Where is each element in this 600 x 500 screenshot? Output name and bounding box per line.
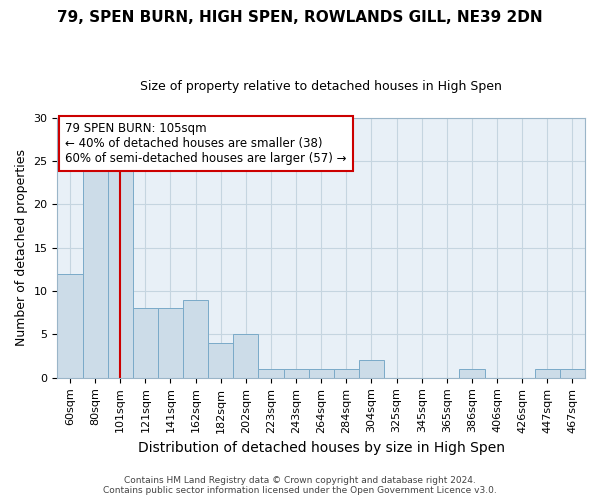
Title: Size of property relative to detached houses in High Spen: Size of property relative to detached ho… — [140, 80, 502, 93]
Y-axis label: Number of detached properties: Number of detached properties — [15, 150, 28, 346]
Bar — [133, 308, 158, 378]
Bar — [58, 274, 83, 378]
Bar — [233, 334, 259, 378]
Bar — [560, 369, 585, 378]
Bar — [158, 308, 183, 378]
Bar — [359, 360, 384, 378]
Bar — [334, 369, 359, 378]
Bar — [460, 369, 485, 378]
Text: Contains HM Land Registry data © Crown copyright and database right 2024.
Contai: Contains HM Land Registry data © Crown c… — [103, 476, 497, 495]
Bar — [284, 369, 308, 378]
X-axis label: Distribution of detached houses by size in High Spen: Distribution of detached houses by size … — [138, 441, 505, 455]
Bar — [183, 300, 208, 378]
Text: 79, SPEN BURN, HIGH SPEN, ROWLANDS GILL, NE39 2DN: 79, SPEN BURN, HIGH SPEN, ROWLANDS GILL,… — [57, 10, 543, 25]
Bar — [208, 343, 233, 378]
Bar — [259, 369, 284, 378]
Bar — [107, 161, 133, 378]
Text: 79 SPEN BURN: 105sqm
← 40% of detached houses are smaller (38)
60% of semi-detac: 79 SPEN BURN: 105sqm ← 40% of detached h… — [65, 122, 347, 164]
Bar — [535, 369, 560, 378]
Bar — [308, 369, 334, 378]
Bar — [83, 161, 107, 378]
